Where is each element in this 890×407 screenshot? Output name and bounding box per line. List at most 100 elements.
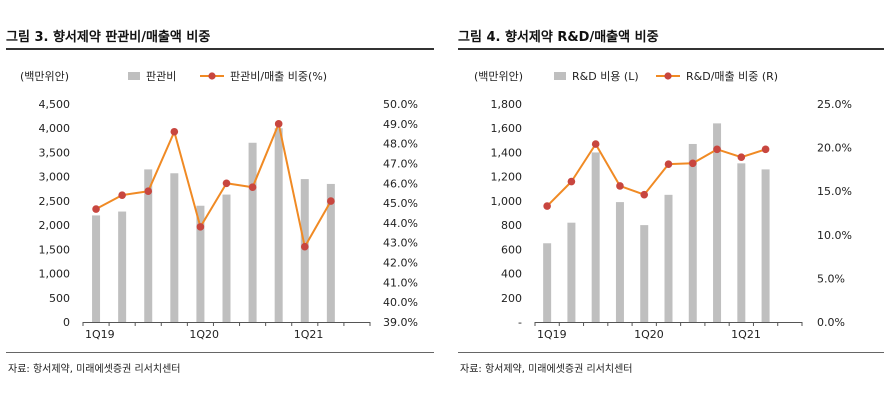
- y2-tick-label: 20.0%: [817, 142, 852, 155]
- bar: [274, 128, 283, 322]
- bar: [713, 123, 722, 322]
- legend-swatch-marker: [664, 72, 672, 80]
- line-marker: [170, 127, 179, 136]
- y-tick-label: 4,000: [39, 122, 71, 135]
- line-marker: [92, 205, 100, 213]
- y-tick-label: 500: [49, 292, 70, 305]
- source-note: 자료: 항서제약, 미래에셋증권 리서치센터: [460, 364, 633, 375]
- series-line: [95, 122, 332, 248]
- chart-svg-right: (백만위안) R&D 비용 (L) R&D/매출 비중 (R) - 200 400 600 8…: [474, 70, 852, 341]
- legend-swatch-bar: [554, 72, 566, 80]
- x-tick-label: 1Q20: [634, 328, 664, 341]
- line-marker: [327, 197, 335, 205]
- line-marker: [196, 223, 205, 231]
- line-marker: [591, 140, 600, 148]
- unit-label: (백만위안): [474, 70, 523, 83]
- x-tick-label: 1Q19: [85, 328, 115, 341]
- bar: [144, 169, 153, 322]
- line-marker: [144, 187, 153, 195]
- y2-tick-label: 48.0%: [383, 138, 418, 151]
- bar: [543, 243, 552, 322]
- line-marker: [248, 183, 257, 192]
- y2-tick-label: 39.0%: [383, 316, 418, 329]
- y2-tick-label: 10.0%: [817, 229, 852, 242]
- y2-tick-label: 42.0%: [383, 257, 418, 270]
- bar: [567, 222, 576, 322]
- bottom-rule: [6, 352, 434, 353]
- x-tick-label: 1Q20: [189, 328, 219, 341]
- line-marker: [222, 179, 231, 188]
- bar: [615, 202, 624, 322]
- y-tick-label: 1,000: [39, 268, 71, 281]
- y-tick-label: 2,500: [39, 195, 71, 208]
- chart-panel-right: 그림 4. 향서제약 R&D/매출액 비중 (백만위안) R&D 비용 (L) R&…: [452, 0, 890, 407]
- legend-label: 판관비: [146, 70, 176, 83]
- bar: [222, 194, 231, 322]
- series-line: [546, 143, 766, 207]
- title-rule: [6, 48, 434, 50]
- y2-tick-label: 47.0%: [383, 157, 418, 170]
- unit-label: (백만위안): [20, 70, 69, 83]
- line-marker: [543, 202, 551, 210]
- x-tick-label: 1Q21: [294, 328, 324, 341]
- bar: [248, 142, 257, 322]
- line-marker: [761, 145, 770, 154]
- chart-panel-left: 그림 3. 향서제약 판관비/매출액 비중 (백만위안) 판관비 판관비/매출 비중…: [0, 0, 440, 407]
- line-marker: [118, 191, 126, 199]
- y-tick-label: 200: [501, 292, 522, 305]
- chart-title: 그림 3. 향서제약 판관비/매출액 비중: [6, 30, 211, 45]
- y-tick-label: 3,000: [39, 171, 71, 184]
- legend-swatch-marker: [208, 72, 216, 80]
- bar: [640, 225, 649, 322]
- line-marker: [616, 182, 624, 190]
- legend-label: R&D/매출 비중 (R): [686, 70, 778, 83]
- y2-tick-label: 43.0%: [383, 237, 418, 250]
- line-marker: [300, 242, 309, 251]
- bar: [737, 163, 746, 322]
- bar: [591, 152, 600, 322]
- bar: [688, 143, 697, 322]
- source-note: 자료: 항서제약, 미래에셋증권 리서치센터: [8, 364, 181, 375]
- y-tick-label: 3,500: [39, 146, 71, 159]
- line-marker: [713, 145, 721, 154]
- y2-tick-label: 40.0%: [383, 296, 418, 309]
- y2-tick-label: 41.0%: [383, 276, 418, 289]
- y2-tick-label: 50.0%: [383, 98, 418, 111]
- bar: [326, 183, 335, 322]
- y-tick-label: -: [518, 316, 522, 329]
- bar: [92, 215, 101, 322]
- legend-swatch-bar: [128, 72, 140, 80]
- y-tick-label: 1,000: [491, 195, 523, 208]
- y2-tick-label: 44.0%: [383, 217, 418, 230]
- bar: [196, 205, 205, 322]
- bar: [664, 194, 673, 322]
- y2-tick-label: 5.0%: [817, 272, 845, 285]
- legend-label: R&D 비용 (L): [572, 70, 639, 83]
- y-tick-label: 400: [501, 268, 522, 281]
- y2-tick-label: 25.0%: [817, 98, 852, 111]
- y-tick-label: 0: [63, 316, 70, 329]
- bar: [761, 169, 770, 322]
- legend-label: 판관비/매출 비중(%): [230, 70, 327, 83]
- y-tick-label: 800: [501, 219, 522, 232]
- y-tick-label: 1,800: [491, 98, 523, 111]
- y-tick-label: 1,600: [491, 122, 523, 135]
- y-tick-label: 1,200: [491, 171, 523, 184]
- y-tick-label: 600: [501, 243, 522, 256]
- chart-svg-left: (백만위안) 판관비 판관비/매출 비중(%) 0 500 1,000 1,500 2,000…: [20, 70, 418, 341]
- bottom-rule: [458, 352, 884, 353]
- line-marker: [664, 160, 673, 168]
- x-tick-label: 1Q21: [731, 328, 761, 341]
- y2-tick-label: 45.0%: [383, 197, 418, 210]
- line-marker: [737, 153, 746, 161]
- y-tick-label: 1,400: [491, 146, 523, 159]
- y-tick-label: 2,000: [39, 219, 71, 232]
- bar: [118, 211, 127, 322]
- line-marker: [567, 177, 576, 186]
- y-tick-label: 4,500: [39, 98, 71, 111]
- bar: [300, 179, 309, 322]
- y2-tick-label: 46.0%: [383, 177, 418, 190]
- line-marker: [274, 120, 283, 128]
- y2-tick-label: 49.0%: [383, 118, 418, 131]
- y-tick-label: 1,500: [39, 243, 71, 256]
